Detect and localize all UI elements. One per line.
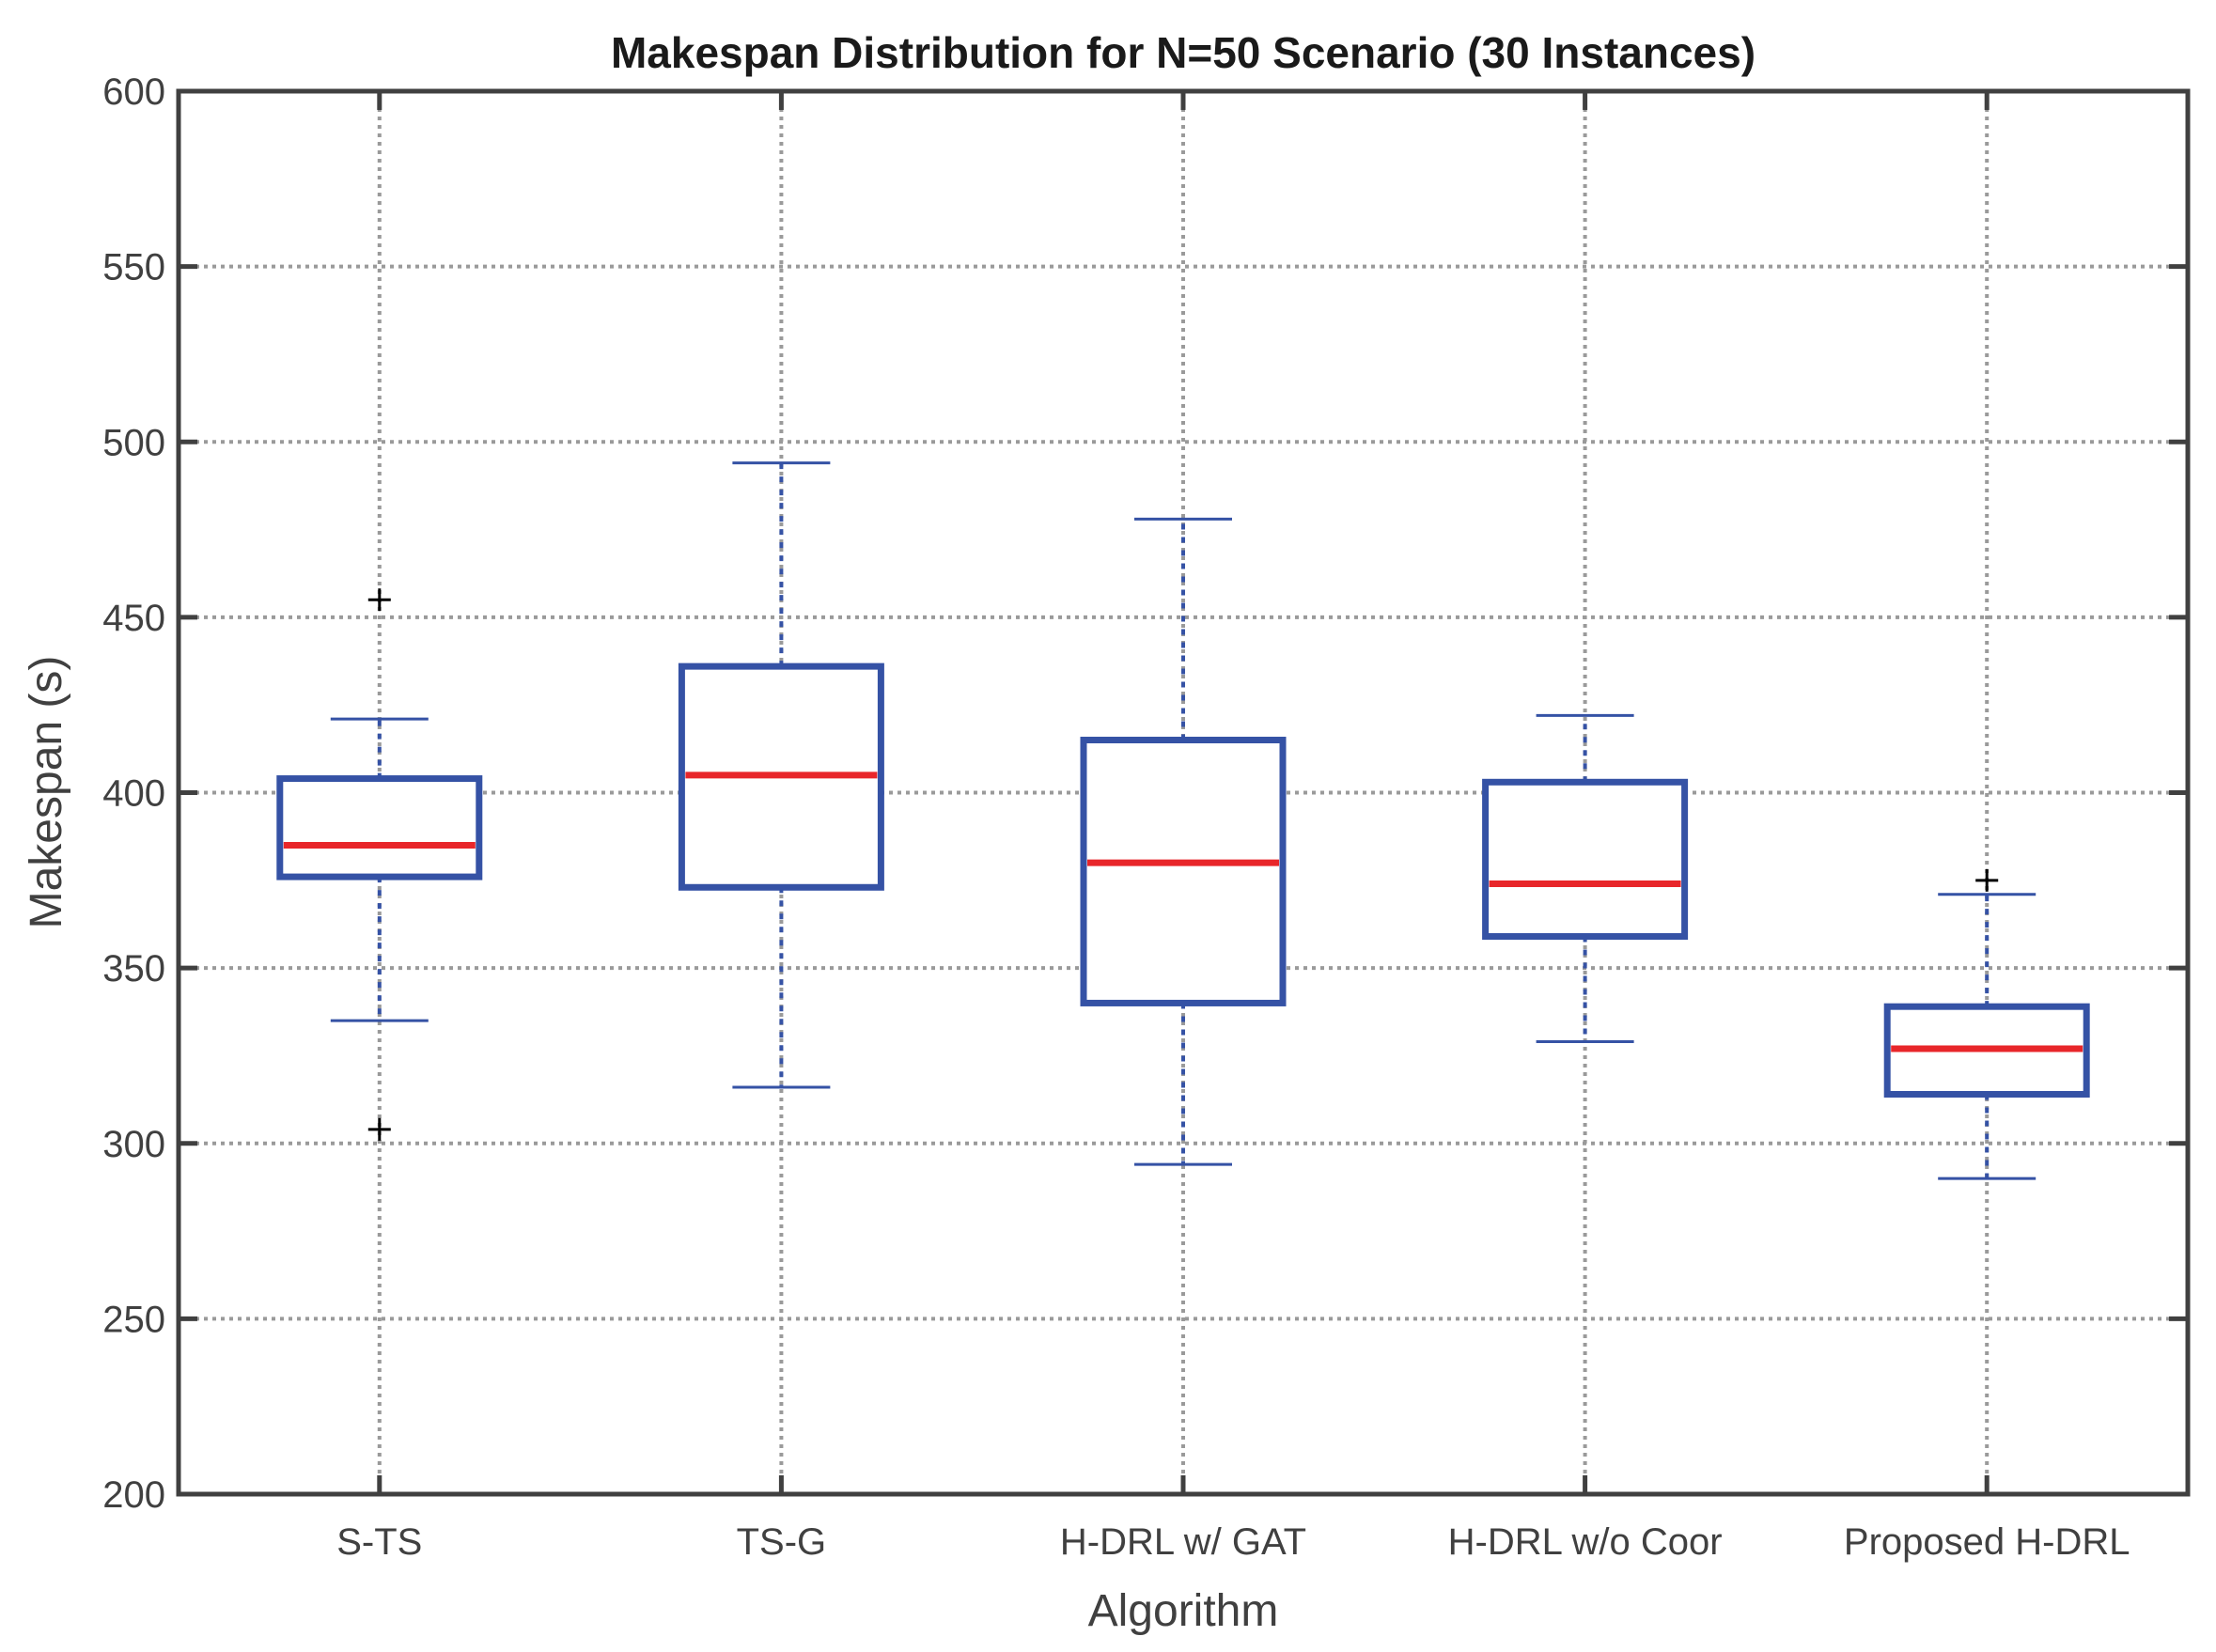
outlier-marker: [367, 1117, 391, 1141]
y-tick-label: 200: [102, 1474, 165, 1516]
iqr-box: [276, 775, 483, 881]
y-tick-label: 600: [102, 71, 165, 113]
x-tick-label: S-TS: [336, 1521, 422, 1563]
y-tick-label: 550: [102, 247, 165, 288]
boxes: [276, 461, 2090, 1180]
box-group: [1080, 517, 1287, 1166]
box-group: [678, 461, 884, 1089]
y-tick-label: 350: [102, 948, 165, 990]
box-group: [1883, 868, 2090, 1180]
outlier-marker: [1975, 868, 1999, 892]
iqr-box: [1482, 778, 1689, 941]
x-tick-label: Proposed H-DRL: [1844, 1521, 2130, 1563]
plot-frame: [176, 88, 2191, 1497]
box-group: [1482, 713, 1689, 1044]
y-tick-label: 400: [102, 773, 165, 815]
axis-ticks: [179, 88, 2188, 1497]
x-tick-label: H-DRL w/ GAT: [1060, 1521, 1306, 1563]
y-tick-label: 300: [102, 1124, 165, 1165]
y-axis-label: Makespan (s): [22, 656, 71, 929]
outlier-marker: [367, 588, 391, 612]
x-axis-label: Algorithm: [1088, 1586, 1279, 1636]
y-tick-label: 450: [102, 598, 165, 639]
iqr-box: [1080, 737, 1287, 1006]
x-tick-label: H-DRL w/o Coor: [1448, 1521, 1723, 1563]
tick-labels: 200 250 300 350 400 450 500 550 600 S-TS TS-G H-DRL…: [102, 71, 2130, 1563]
x-tick-label: TS-G: [737, 1521, 827, 1563]
y-tick-label: 250: [102, 1299, 165, 1340]
box-group: [276, 588, 483, 1141]
grid: [179, 91, 2188, 1494]
chart-title: Makespan Distribution for N=50 Scenario …: [611, 28, 1756, 77]
y-tick-label: 500: [102, 422, 165, 463]
